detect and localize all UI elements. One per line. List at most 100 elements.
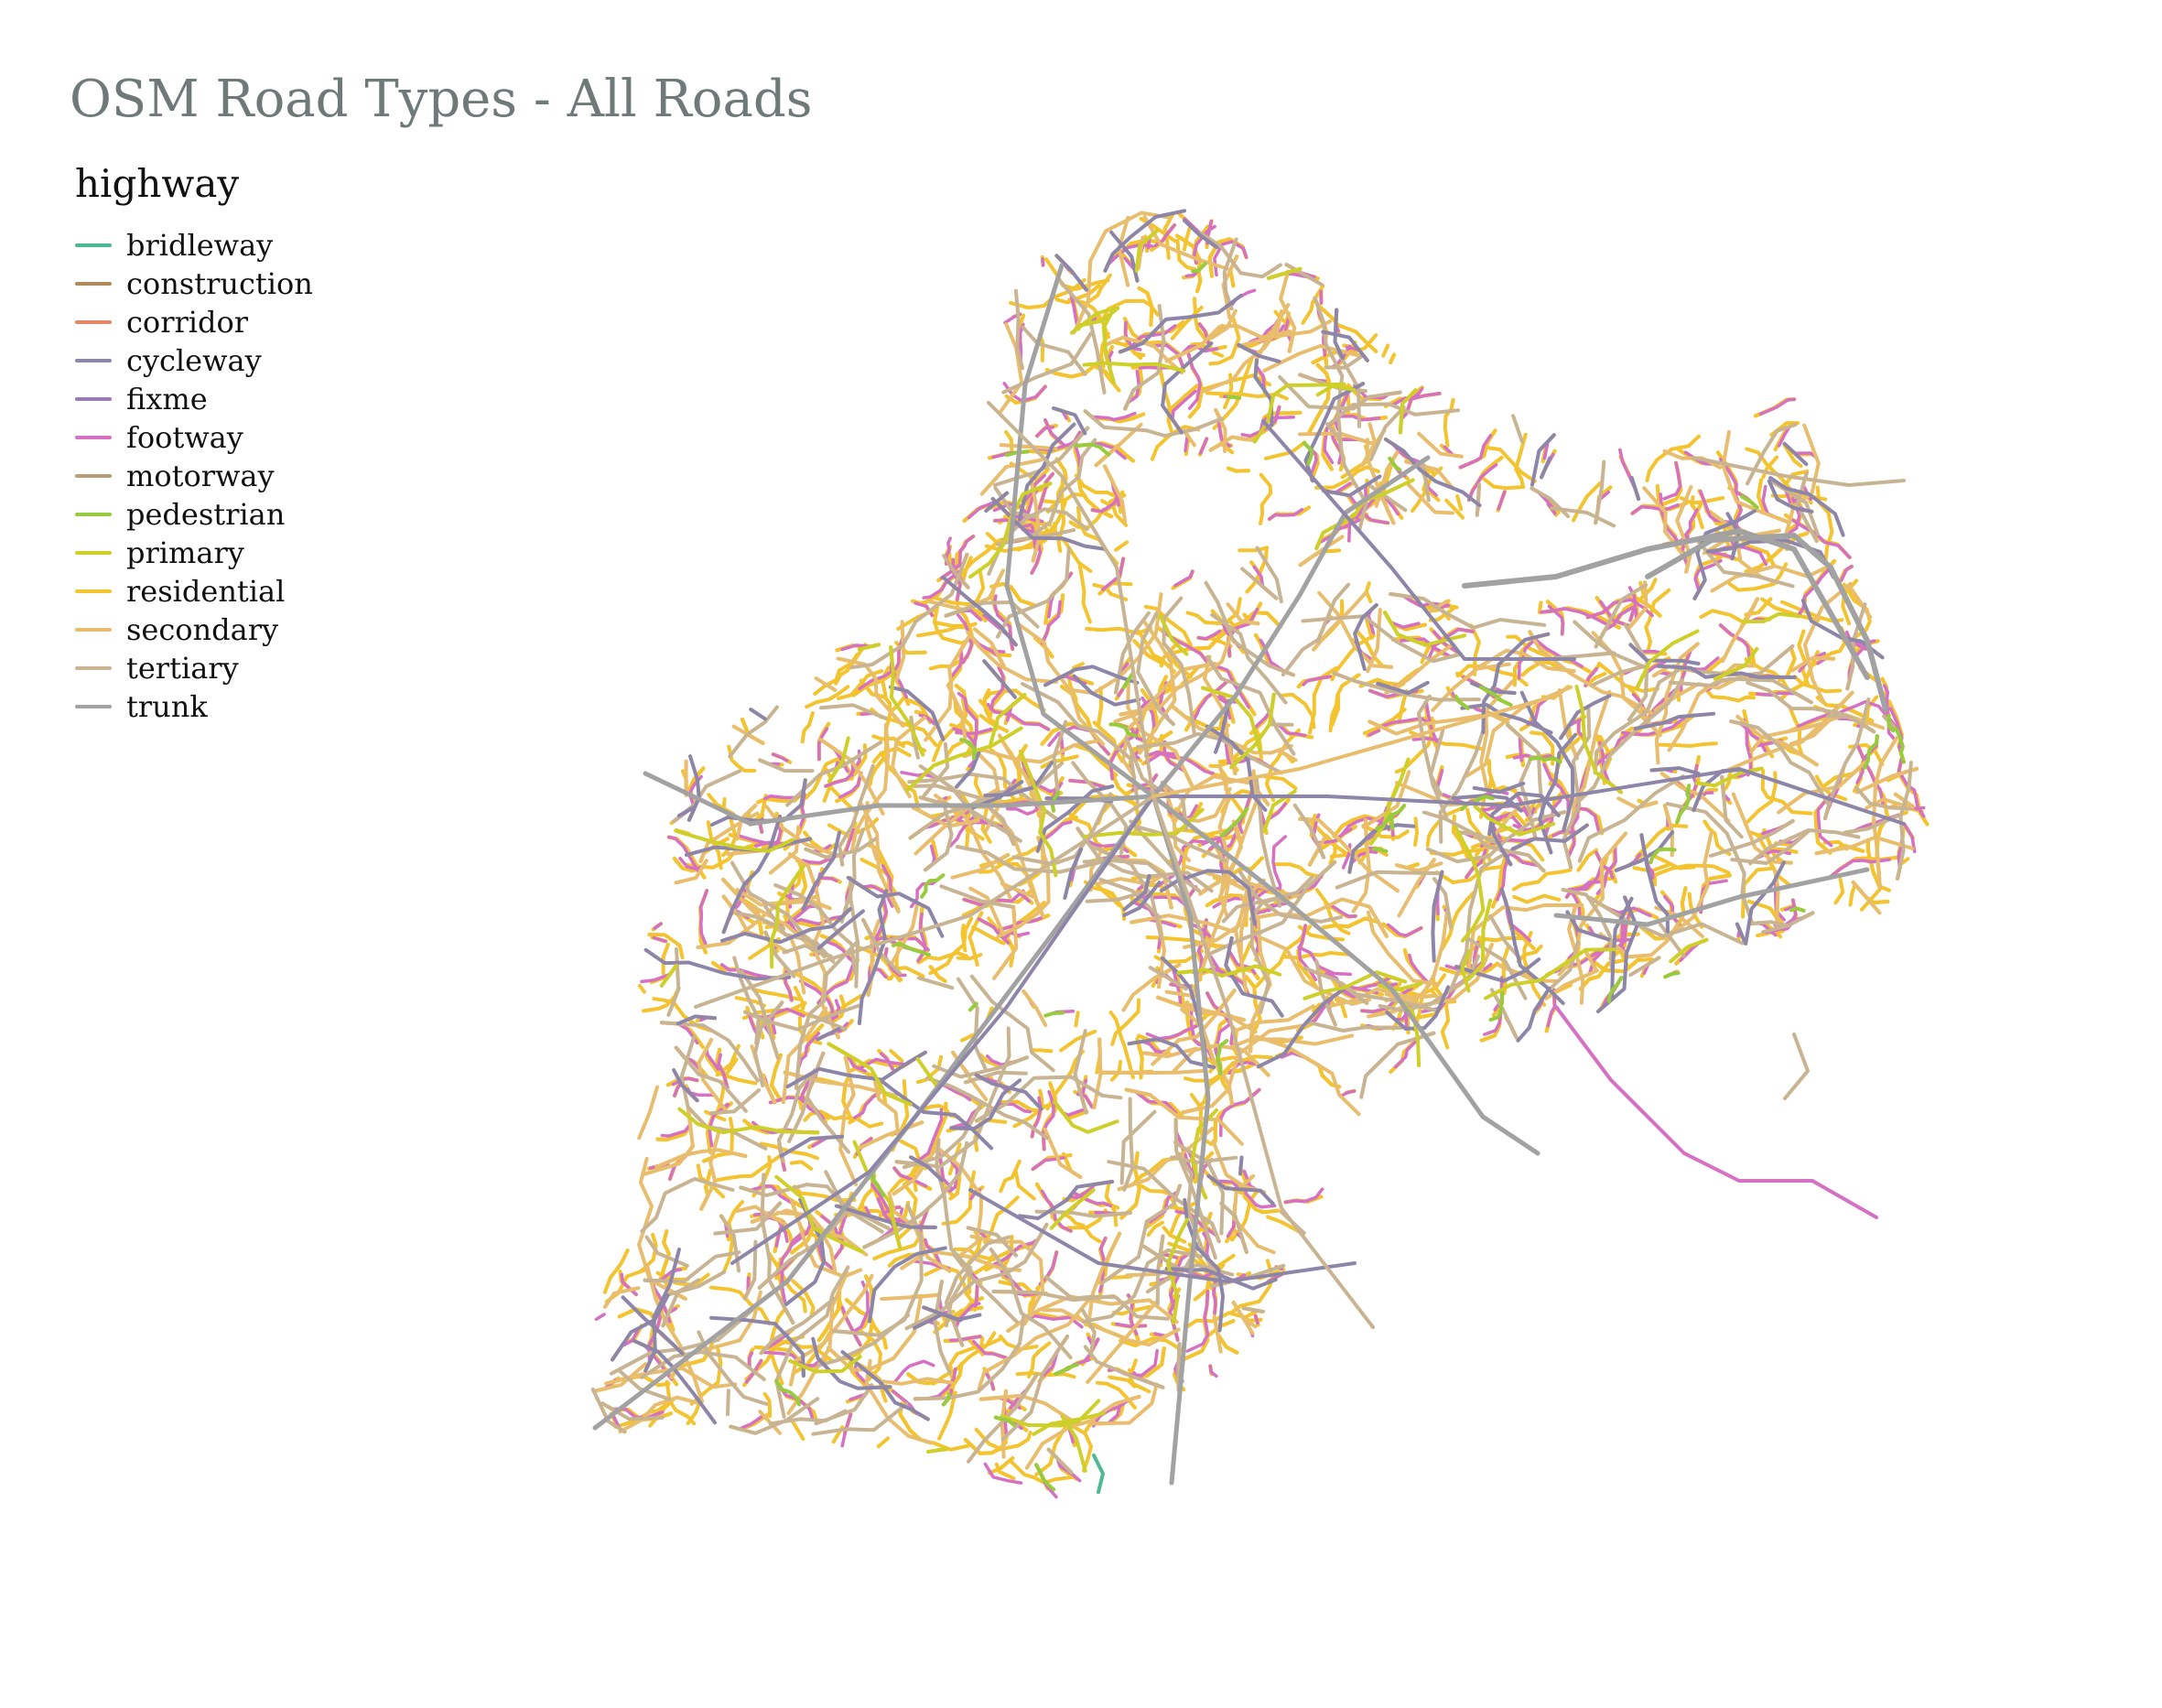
road-footway — [660, 1106, 692, 1138]
road-tertiary — [969, 974, 1055, 1073]
road-tertiary — [1173, 1118, 1217, 1260]
road-cycleway — [611, 1293, 670, 1362]
road-residential — [647, 933, 685, 960]
road-secondary — [871, 1072, 901, 1138]
road-residential — [1137, 286, 1154, 327]
road-primary — [1314, 478, 1415, 550]
road-tertiary — [1222, 237, 1238, 311]
road-primary — [827, 736, 850, 784]
road-residential — [932, 621, 968, 628]
road-residential — [1085, 626, 1153, 635]
road-residential — [852, 817, 880, 836]
road-tertiary — [1573, 620, 1649, 670]
road-tertiary — [1205, 654, 1296, 756]
road-tertiary — [663, 1270, 727, 1298]
road-footway — [1297, 924, 1318, 982]
road-cycleway — [1499, 887, 1565, 1006]
road-residential — [652, 997, 713, 1032]
road-cycleway — [1744, 860, 1786, 946]
road-residential — [1208, 732, 1263, 768]
road-tertiary — [1107, 1160, 1221, 1244]
road-secondary — [1217, 763, 1231, 896]
road-secondary — [788, 852, 826, 952]
road-residential — [1027, 1341, 1052, 1379]
road-tertiary — [1417, 694, 1449, 819]
road-secondary — [1151, 989, 1237, 1066]
road-secondary — [1233, 1004, 1315, 1033]
road-primary — [774, 1174, 864, 1254]
road-secondary — [1214, 407, 1227, 453]
legend-swatch-cycleway — [75, 359, 112, 362]
road-footway — [973, 1284, 979, 1308]
road-pedestrian — [1649, 847, 1677, 865]
road-residential — [1227, 466, 1250, 473]
road-tertiary — [1823, 697, 1871, 821]
road-cycleway — [982, 659, 1017, 699]
road-footway — [1101, 557, 1125, 591]
road-secondary — [836, 656, 905, 728]
road-pedestrian — [1121, 671, 1135, 689]
road-residential — [1282, 951, 1352, 960]
road-primary — [1398, 388, 1418, 435]
road-cycleway — [1353, 603, 1378, 671]
road-footway — [1035, 426, 1055, 438]
road-cycleway — [909, 1155, 945, 1183]
road-tertiary — [935, 1138, 974, 1274]
road-secondary — [866, 919, 881, 997]
road-tertiary — [1366, 482, 1408, 513]
road-residential — [1848, 882, 1857, 907]
road-tertiary — [1550, 940, 1580, 989]
legend-swatch-motorway — [75, 474, 112, 478]
road-secondary — [864, 801, 879, 861]
road-footway — [1268, 507, 1304, 521]
road-pedestrian — [1789, 906, 1806, 913]
road-tertiary — [1083, 409, 1224, 438]
road-footway — [956, 613, 974, 665]
road-tertiary — [902, 1101, 984, 1170]
road-cycleway — [1052, 406, 1087, 436]
road-cycleway — [1538, 732, 1578, 855]
road-residential — [876, 1436, 891, 1449]
road-primary — [1070, 306, 1117, 335]
road-secondary — [1479, 679, 1515, 790]
road-tertiary — [966, 1372, 1039, 1464]
road-tertiary — [989, 1248, 1073, 1360]
road-cycleway — [1256, 988, 1345, 1069]
legend-items: bridleway construction corridor cycleway fix… — [75, 226, 313, 726]
road-residential — [1263, 440, 1307, 460]
road-secondary — [674, 859, 708, 885]
road-cycleway — [1347, 823, 1416, 874]
road-cycleway — [1454, 957, 1541, 983]
road-pedestrian — [1488, 991, 1505, 1022]
road-secondary — [1000, 881, 1037, 900]
road-tertiary — [1694, 536, 1795, 589]
road-residential — [978, 846, 1039, 874]
road-footway — [771, 752, 789, 762]
road-primary — [769, 864, 805, 969]
road-cycleway — [816, 909, 865, 950]
road-residential — [1744, 657, 1790, 692]
road-tertiary — [1332, 671, 1481, 702]
legend: highway bridleway construction corridor cyc… — [75, 161, 313, 726]
road-secondary — [838, 1055, 859, 1186]
road-pedestrian — [1191, 262, 1207, 274]
road-residential — [1537, 600, 1543, 614]
road-residential — [1182, 843, 1190, 874]
road-primary — [1049, 1188, 1096, 1230]
road-primary — [915, 1057, 940, 1090]
road-secondary — [894, 620, 906, 683]
road-tertiary — [1593, 665, 1684, 775]
road-residential — [960, 924, 967, 953]
road-primary — [1201, 686, 1262, 753]
road-primary — [1368, 757, 1411, 846]
road-cycleway — [1649, 766, 1701, 775]
road-secondary — [1279, 269, 1297, 353]
road-secondary — [1814, 835, 1915, 856]
road-residential — [1511, 868, 1573, 892]
road-footway — [1115, 1322, 1148, 1328]
road-secondary — [880, 1292, 942, 1302]
road-tertiary — [1783, 1032, 1810, 1100]
road-tertiary — [1135, 731, 1283, 775]
road-tertiary — [1073, 1029, 1088, 1115]
road-secondary — [1417, 431, 1464, 459]
